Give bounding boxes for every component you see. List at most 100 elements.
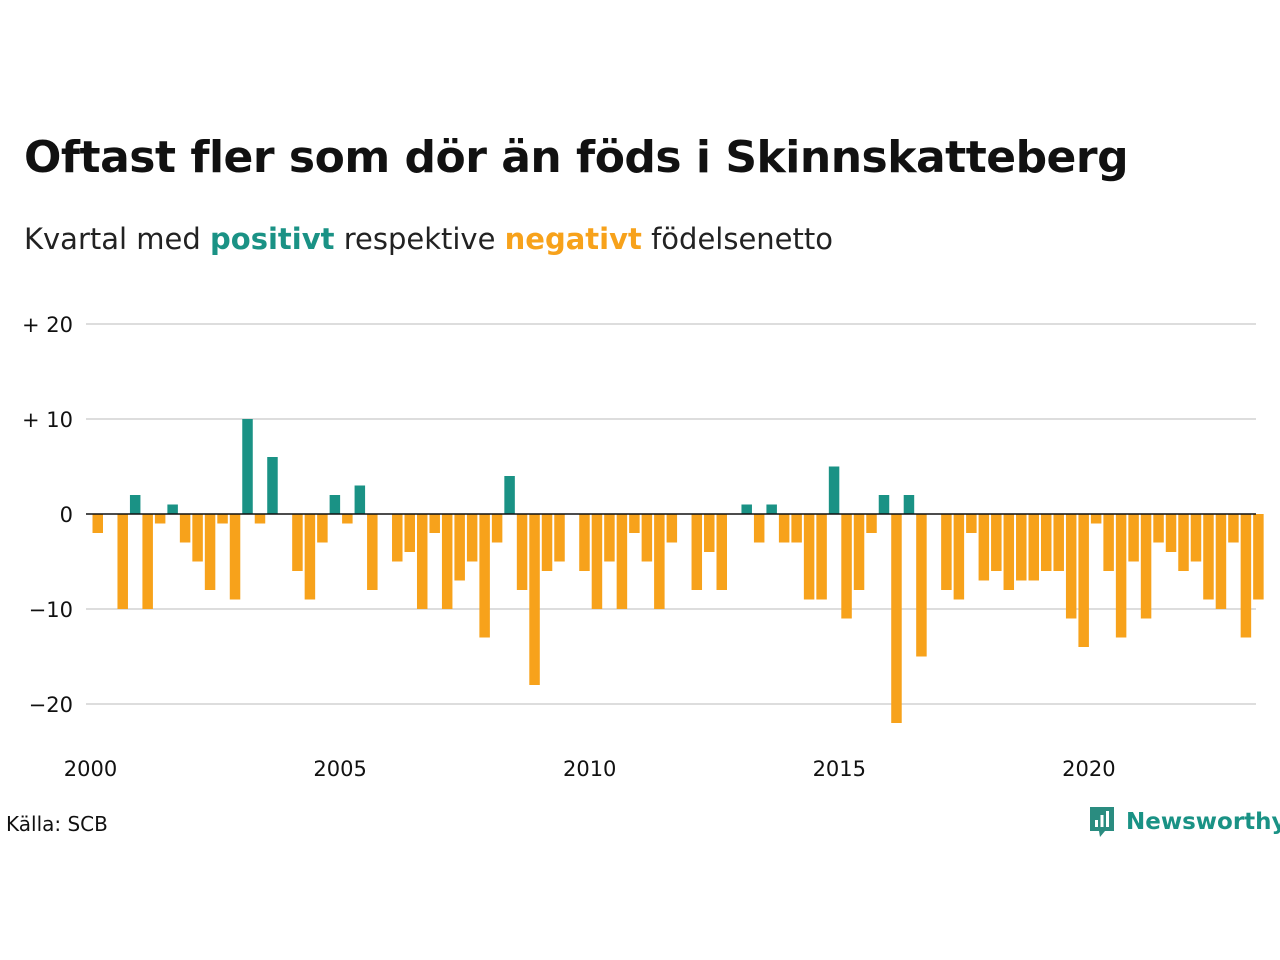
bar — [392, 514, 403, 562]
bar — [1228, 514, 1239, 543]
subtitle-text-2: respektive — [334, 222, 505, 256]
bar — [329, 495, 341, 514]
bar — [991, 514, 1002, 571]
bar — [504, 476, 515, 514]
bar — [441, 514, 453, 609]
bar — [666, 514, 678, 543]
bar — [92, 514, 103, 533]
bar — [1016, 514, 1027, 581]
bar — [317, 514, 328, 543]
bar — [716, 514, 727, 590]
x-tick-label: 2010 — [563, 757, 616, 781]
bar — [1040, 514, 1052, 571]
bar — [1078, 514, 1089, 647]
newsworthy-logo[interactable]: Newsworthy — [1088, 804, 1280, 840]
bar — [217, 514, 228, 524]
bar — [853, 514, 865, 590]
bar — [516, 514, 528, 590]
bar — [1090, 514, 1102, 524]
bar — [953, 514, 965, 600]
bar — [1128, 514, 1139, 562]
bar — [154, 514, 166, 524]
bar — [242, 419, 253, 514]
source-note: Källa: SCB — [6, 812, 108, 836]
bar — [416, 514, 428, 609]
bar — [778, 514, 790, 543]
bar — [466, 514, 478, 562]
bar — [479, 514, 490, 638]
bar — [591, 514, 603, 609]
bar — [367, 514, 378, 590]
bar — [254, 514, 266, 524]
bar-chart: + 20 + 10 0 −10 −20 2000 2005 2010 2015 2020 — [22, 313, 1264, 781]
bar — [529, 514, 540, 685]
bar — [342, 514, 353, 524]
bar — [1253, 514, 1264, 600]
bar — [616, 514, 628, 609]
subtitle-text-1: Kvartal med — [24, 222, 211, 256]
bar — [267, 457, 278, 514]
chart-subtitle: Kvartal med positivt respektive negativt… — [24, 222, 833, 256]
bar — [641, 514, 653, 562]
bar — [841, 514, 852, 619]
bar — [579, 514, 590, 571]
bar — [1178, 514, 1189, 571]
bar — [192, 514, 203, 562]
bar — [229, 514, 241, 600]
bar — [1115, 514, 1127, 638]
bar — [1215, 514, 1227, 609]
bar — [604, 514, 615, 562]
bar — [891, 514, 902, 723]
bar — [1203, 514, 1214, 600]
bar — [966, 514, 977, 533]
bar — [741, 504, 752, 514]
bar — [292, 514, 303, 571]
bar — [204, 514, 216, 590]
bar — [129, 495, 141, 514]
chart-title: Oftast fler som dör än föds i Skinnskatt… — [24, 132, 1129, 183]
x-tick-label: 2000 — [64, 757, 117, 781]
y-tick-label: −20 — [29, 693, 73, 717]
bar — [1053, 514, 1064, 571]
bar — [878, 495, 890, 514]
bar — [1190, 514, 1202, 562]
bar — [766, 504, 777, 514]
bar — [1028, 514, 1039, 581]
bar — [816, 514, 827, 600]
brand-name: Newsworthy — [1126, 809, 1280, 835]
bar — [903, 495, 915, 514]
subtitle-negative-word: negativt — [504, 222, 642, 256]
bar — [354, 485, 366, 514]
bar — [691, 514, 703, 590]
bar — [704, 514, 715, 552]
bar — [554, 514, 565, 562]
bar — [629, 514, 640, 533]
bar — [1240, 514, 1252, 638]
bar — [491, 514, 503, 543]
bar — [429, 514, 440, 533]
bar — [541, 514, 553, 571]
y-tick-label: 0 — [60, 503, 73, 527]
bar — [1103, 514, 1114, 571]
bar — [791, 514, 802, 543]
bar — [179, 514, 191, 543]
subtitle-text-3: födelsenetto — [641, 222, 833, 256]
bar — [167, 504, 178, 514]
x-tick-label: 2005 — [313, 757, 366, 781]
subtitle-positive-word: positivt — [210, 222, 335, 256]
bar — [978, 514, 990, 581]
bar — [454, 514, 465, 581]
newsworthy-logo-icon — [1090, 807, 1114, 837]
bar — [1153, 514, 1164, 543]
bar — [1065, 514, 1077, 619]
x-tick-label: 2020 — [1062, 757, 1115, 781]
bar — [304, 514, 316, 600]
bar — [117, 514, 128, 609]
bar — [404, 514, 415, 552]
bar — [916, 514, 927, 657]
x-tick-label: 2015 — [813, 757, 866, 781]
y-tick-label: + 20 — [22, 313, 73, 337]
bar — [654, 514, 665, 609]
y-tick-label: + 10 — [22, 408, 73, 432]
bar — [866, 514, 877, 533]
